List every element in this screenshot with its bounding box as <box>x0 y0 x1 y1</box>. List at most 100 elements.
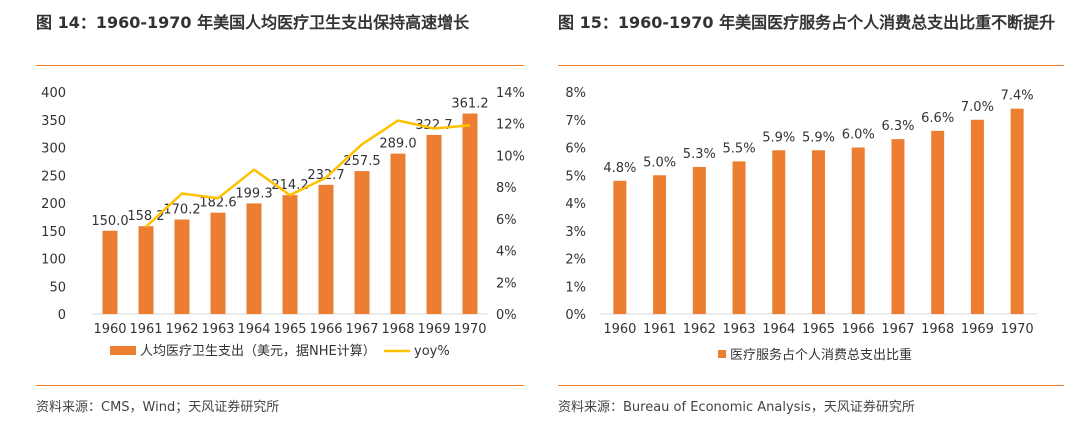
y-tick-label: 5% <box>565 169 586 184</box>
x-tick-label: 1966 <box>842 322 875 337</box>
x-tick-label: 1968 <box>381 322 414 337</box>
bar-value-label: 150.0 <box>91 214 128 229</box>
y-tick-label: 8% <box>565 86 586 101</box>
y-tick-label: 100 <box>41 253 66 268</box>
bar-value-label: 158.2 <box>127 209 164 224</box>
bar-value-label: 199.3 <box>235 186 272 201</box>
bar-value-label: 232.7 <box>307 168 344 183</box>
bar-value-label: 5.0% <box>643 155 676 170</box>
y-tick-label: 400 <box>41 86 66 101</box>
bar-value-label: 5.3% <box>683 147 716 162</box>
bar <box>462 113 478 314</box>
x-tick-label: 1966 <box>309 322 342 337</box>
x-tick-label: 1965 <box>273 322 306 337</box>
bar <box>282 195 298 314</box>
left-chart: 0 50 100 150 200 250 300 350 400 0% 2% 4% 6% 8% 10% 12%… <box>41 86 525 359</box>
x-tick-label: 1969 <box>961 322 994 337</box>
bar <box>390 153 406 314</box>
bar <box>174 219 190 314</box>
bar <box>812 150 825 314</box>
bar <box>246 203 262 314</box>
x-tick-label: 1970 <box>453 322 486 337</box>
y2-tick-label: 12% <box>496 118 525 133</box>
bar <box>210 212 226 314</box>
bar <box>732 161 746 314</box>
right-chart: 0% 1% 2% 3% 4% 5% 6% 7% 8% 4.8% 1960 5.0% 1961 5.3% 19… <box>565 86 1037 363</box>
bar-value-label: 361.2 <box>451 97 488 112</box>
bar-value-label: 5.9% <box>762 130 795 145</box>
x-tick-label: 1967 <box>345 322 378 337</box>
x-tick-label: 1963 <box>722 322 755 337</box>
bar <box>354 171 370 314</box>
y-tick-label: 2% <box>565 253 586 268</box>
bar <box>318 184 334 314</box>
bar-value-label: 7.0% <box>961 100 994 115</box>
bar-value-label: 289.0 <box>379 137 416 152</box>
bar-value-label: 6.0% <box>842 128 875 143</box>
bar <box>891 139 905 314</box>
bar <box>772 150 786 314</box>
bar <box>851 147 865 314</box>
legend-swatch-bar <box>110 346 136 355</box>
bar <box>692 166 706 314</box>
y-tick-label: 250 <box>41 169 66 184</box>
bar-value-label: 6.6% <box>921 111 954 126</box>
y2-tick-label: 8% <box>496 181 517 196</box>
x-tick-label: 1970 <box>1001 322 1034 337</box>
right-source-note: 资料来源：Bureau of Economic Analysis，天风证券研究所 <box>558 400 915 415</box>
yoy-line <box>145 119 471 228</box>
x-tick-label: 1964 <box>237 322 270 337</box>
legend-label-bar: 人均医疗卫生支出（美元，据NHE计算） <box>140 344 376 359</box>
x-tick-label: 1960 <box>603 322 636 337</box>
bar-value-label: 182.6 <box>199 196 236 211</box>
bar <box>138 226 154 314</box>
y2-tick-label: 4% <box>496 245 517 260</box>
x-tick-label: 1963 <box>201 322 234 337</box>
bar <box>102 230 118 314</box>
y-tick-label: 150 <box>41 225 66 240</box>
y2-tick-label: 10% <box>496 149 525 164</box>
bar <box>613 180 627 314</box>
right-figure-title: 图 15：1960-1970 年美国医疗服务占个人消费总支出比重不断提升 <box>558 13 1056 32</box>
y-tick-label: 6% <box>565 142 586 157</box>
x-tick-label: 1961 <box>643 322 676 337</box>
bar-value-label: 6.3% <box>881 119 914 134</box>
x-tick-label: 1964 <box>762 322 795 337</box>
left-source-rule <box>36 385 524 386</box>
y-tick-label: 0% <box>565 308 586 323</box>
y-tick-label: 50 <box>49 280 66 295</box>
bar <box>931 130 945 314</box>
bar <box>653 175 667 314</box>
bar-value-label: 4.8% <box>603 161 636 176</box>
x-tick-label: 1969 <box>417 322 450 337</box>
x-tick-label: 1961 <box>129 322 162 337</box>
x-tick-label: 1960 <box>93 322 126 337</box>
left-figure-panel: 图 14：1960-1970 年美国人均医疗卫生支出保持高速增长 0 50 100 1… <box>36 13 525 415</box>
x-tick-label: 1967 <box>881 322 914 337</box>
y-tick-label: 3% <box>565 225 586 240</box>
bar <box>426 134 442 314</box>
bar-value-label: 5.5% <box>723 141 756 156</box>
y-tick-label: 1% <box>565 280 586 295</box>
right-figure-panel: 图 15：1960-1970 年美国医疗服务占个人消费总支出比重不断提升 0% 1… <box>540 0 1080 427</box>
left-title-rule <box>36 65 524 66</box>
legend-label-bar: 医疗服务占个人消费总支出比重 <box>730 347 912 363</box>
legend-label-line: yoy% <box>414 344 450 359</box>
legend-swatch-bar <box>718 350 726 358</box>
y2-tick-label: 6% <box>496 213 517 228</box>
right-source-rule <box>558 385 1064 386</box>
y-tick-label: 0 <box>58 308 66 323</box>
y2-tick-label: 0% <box>496 308 517 323</box>
x-tick-label: 1968 <box>921 322 954 337</box>
bar-value-label: 257.5 <box>343 154 380 169</box>
y-tick-label: 350 <box>41 114 66 129</box>
y-tick-label: 4% <box>565 197 586 212</box>
bar-value-label: 170.2 <box>163 203 200 218</box>
y2-tick-label: 14% <box>496 86 525 101</box>
bar <box>970 119 984 314</box>
y-tick-label: 200 <box>41 197 66 212</box>
x-tick-label: 1965 <box>802 322 835 337</box>
left-figure-title: 图 14：1960-1970 年美国人均医疗卫生支出保持高速增长 <box>36 13 470 32</box>
y-tick-label: 7% <box>565 114 586 129</box>
y2-tick-label: 2% <box>496 276 517 291</box>
